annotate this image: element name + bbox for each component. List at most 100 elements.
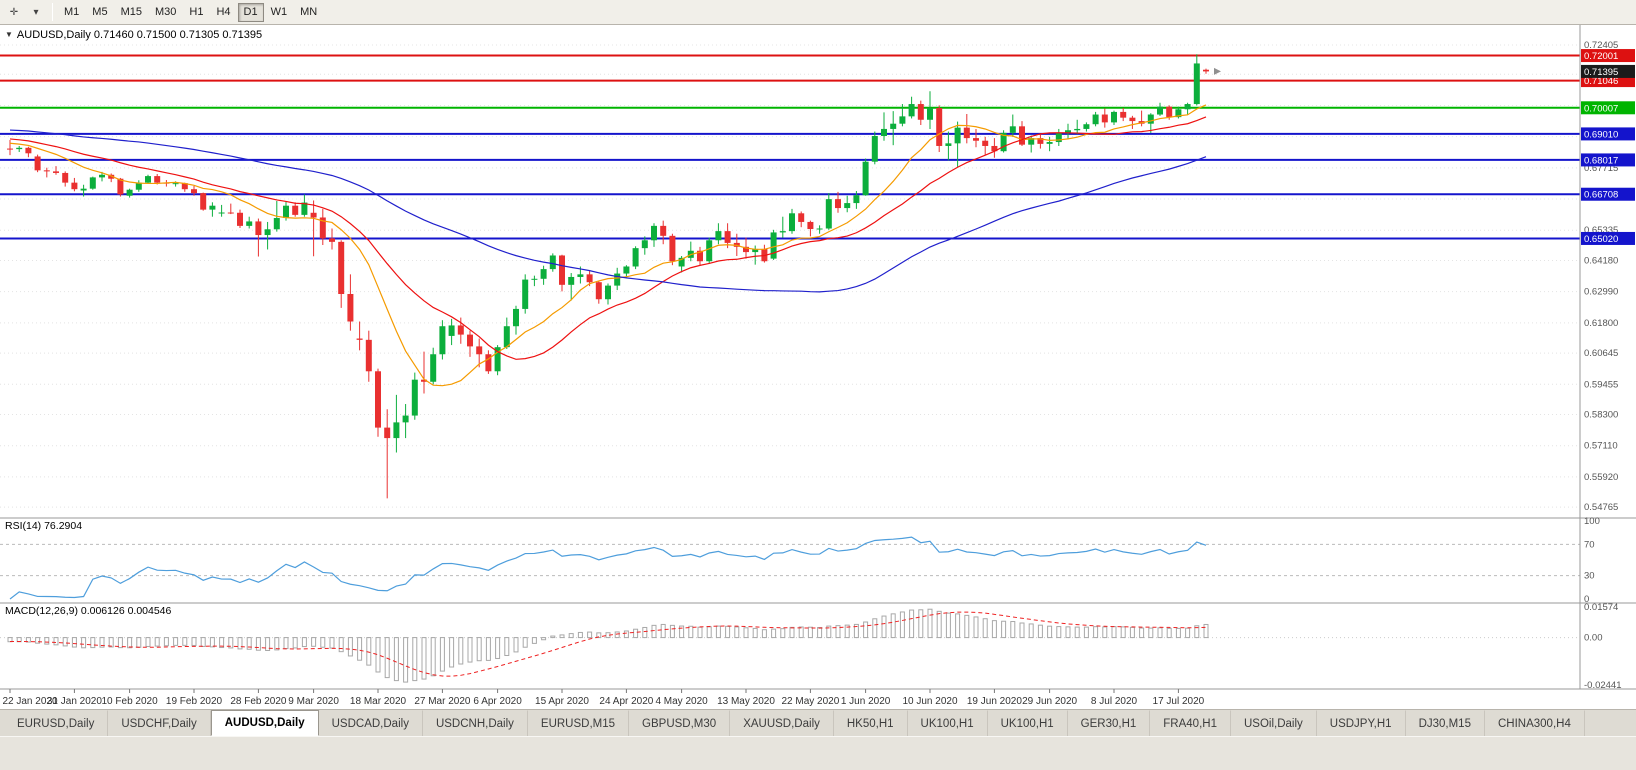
candle [283,205,289,219]
macd-histogram-bar [375,637,381,673]
dropdown-caret-icon[interactable]: ▾ [33,6,39,18]
tab-china300-h4[interactable]: CHINA300,H4 [1485,710,1585,736]
macd-histogram-bar [154,637,160,647]
candle [1193,63,1200,105]
tab-hk50-h1[interactable]: HK50,H1 [834,710,908,736]
macd-histogram-bar [467,637,473,663]
macd-histogram-bar [642,626,648,639]
macd-histogram-bar [476,637,482,662]
timeframe-button-d1[interactable]: D1 [237,2,264,22]
price-axis-label: 0.64180 [1584,255,1618,266]
date-label: 8 Jul 2020 [1091,696,1138,707]
macd-histogram-bar [1028,623,1034,639]
candle [549,255,556,270]
candle [651,225,657,241]
tab-usdjpy-h1[interactable]: USDJPY,H1 [1317,710,1406,736]
tab-usdcad-daily[interactable]: USDCAD,Daily [319,710,423,736]
candle [476,346,483,355]
candle [798,213,805,222]
timeframe-button-m5[interactable]: M5 [92,5,108,18]
timeframe-button-m1[interactable]: M1 [64,5,80,18]
macd-histogram-bar [559,634,565,639]
tab-audusd-daily[interactable]: AUDUSD,Daily [210,710,319,736]
tab-eurusd-daily[interactable]: EURUSD,Daily [4,710,109,736]
candle [1009,126,1016,133]
macd-histogram-bar [200,637,206,647]
macd-histogram-bar [1019,622,1025,639]
macd-histogram-bar [1139,627,1145,639]
date-label: 4 May 2020 [655,696,708,707]
price-level-badge-label: 0.70007 [1584,103,1618,114]
macd-histogram-bar [163,637,169,647]
timeframe-button-w1[interactable]: W1 [270,5,288,18]
timeframe-button-h1[interactable]: H1 [189,5,204,18]
timeframe-button-m30[interactable]: M30 [154,5,177,18]
candle [697,250,703,262]
candle [945,143,952,146]
ma-line-slow [9,129,1207,293]
candle [1037,138,1044,144]
candle [80,188,87,191]
tab-ger30-h1[interactable]: GER30,H1 [1068,710,1151,736]
macd-histogram-bar [798,626,804,639]
macd-histogram-bar [449,637,455,668]
tab-usdchf-daily[interactable]: USDCHF,Daily [108,710,211,736]
tab-xauusd-daily[interactable]: XAUUSD,Daily [730,710,834,736]
macd-histogram-bar [1120,626,1126,639]
macd-histogram-bar [669,624,675,639]
candle [494,347,501,372]
price-level-badge-label: 0.69010 [1584,129,1618,140]
candle [623,266,630,274]
chart-objects-icon[interactable]: ✛ [9,6,19,18]
macd-histogram-bar [209,637,215,648]
macd-histogram-bar [504,637,510,656]
macd-histogram-bar [90,637,96,649]
price-axis-label: 0.57110 [1584,441,1618,452]
candle [448,325,455,336]
macd-histogram-bar [633,628,639,639]
macd-histogram-bar [412,637,418,682]
toolbar-separator [52,3,53,21]
tab-gbpusd-m30[interactable]: GBPUSD,M30 [629,710,731,736]
tab-uk100-h1[interactable]: UK100,H1 [908,710,988,736]
candle [1083,124,1090,129]
macd-histogram-bar [955,613,961,639]
candle [255,221,262,236]
price-level-badge [1581,231,1635,245]
candle [1129,117,1136,122]
macd-histogram-bar [393,637,399,682]
macd-histogram-bar [421,637,427,680]
price-axis-label: 0.55920 [1584,472,1618,483]
tab-fra40-h1[interactable]: FRA40,H1 [1150,710,1231,736]
tab-usoil-daily[interactable]: USOil,Daily [1231,710,1317,736]
macd-histogram-bar [568,633,574,639]
ma-line-medium [9,116,1207,360]
candle [200,193,207,210]
macd-histogram-bar [614,631,620,639]
candle [522,279,529,309]
macd-histogram-bar [1056,626,1062,639]
date-label: 15 Apr 2020 [535,696,589,707]
tab-usdcnh-daily[interactable]: USDCNH,Daily [423,710,528,736]
date-label: 31 Jan 2020 [47,696,102,707]
macd-histogram-bar [1001,620,1007,639]
macd-histogram-bar [1102,626,1108,639]
chart-tabs: EURUSD,Daily USDCHF,Daily AUDUSD,Daily USDC… [0,709,1636,736]
candle [540,269,547,279]
timeframe-button-mn[interactable]: MN [300,5,318,18]
candle [439,326,446,355]
macd-histogram-bar [1083,626,1089,639]
macd-axis-label: 0.00 [1584,633,1603,644]
macd-histogram-bar [1166,627,1172,639]
tab-uk100-h1[interactable]: UK100,H1 [988,710,1068,736]
tab-eurusd-m15[interactable]: EURUSD,M15 [528,710,630,736]
timeframe-button-m15[interactable]: M15 [120,5,142,18]
candle [430,354,437,382]
macd-histogram-bar [292,637,298,649]
timeframe-button-h4[interactable]: H4 [216,5,231,18]
macd-histogram-bar [522,637,528,648]
macd-histogram-bar [127,637,133,649]
macd-histogram-bar [384,637,390,679]
tab-dj30-m15[interactable]: DJ30,M15 [1406,710,1485,736]
